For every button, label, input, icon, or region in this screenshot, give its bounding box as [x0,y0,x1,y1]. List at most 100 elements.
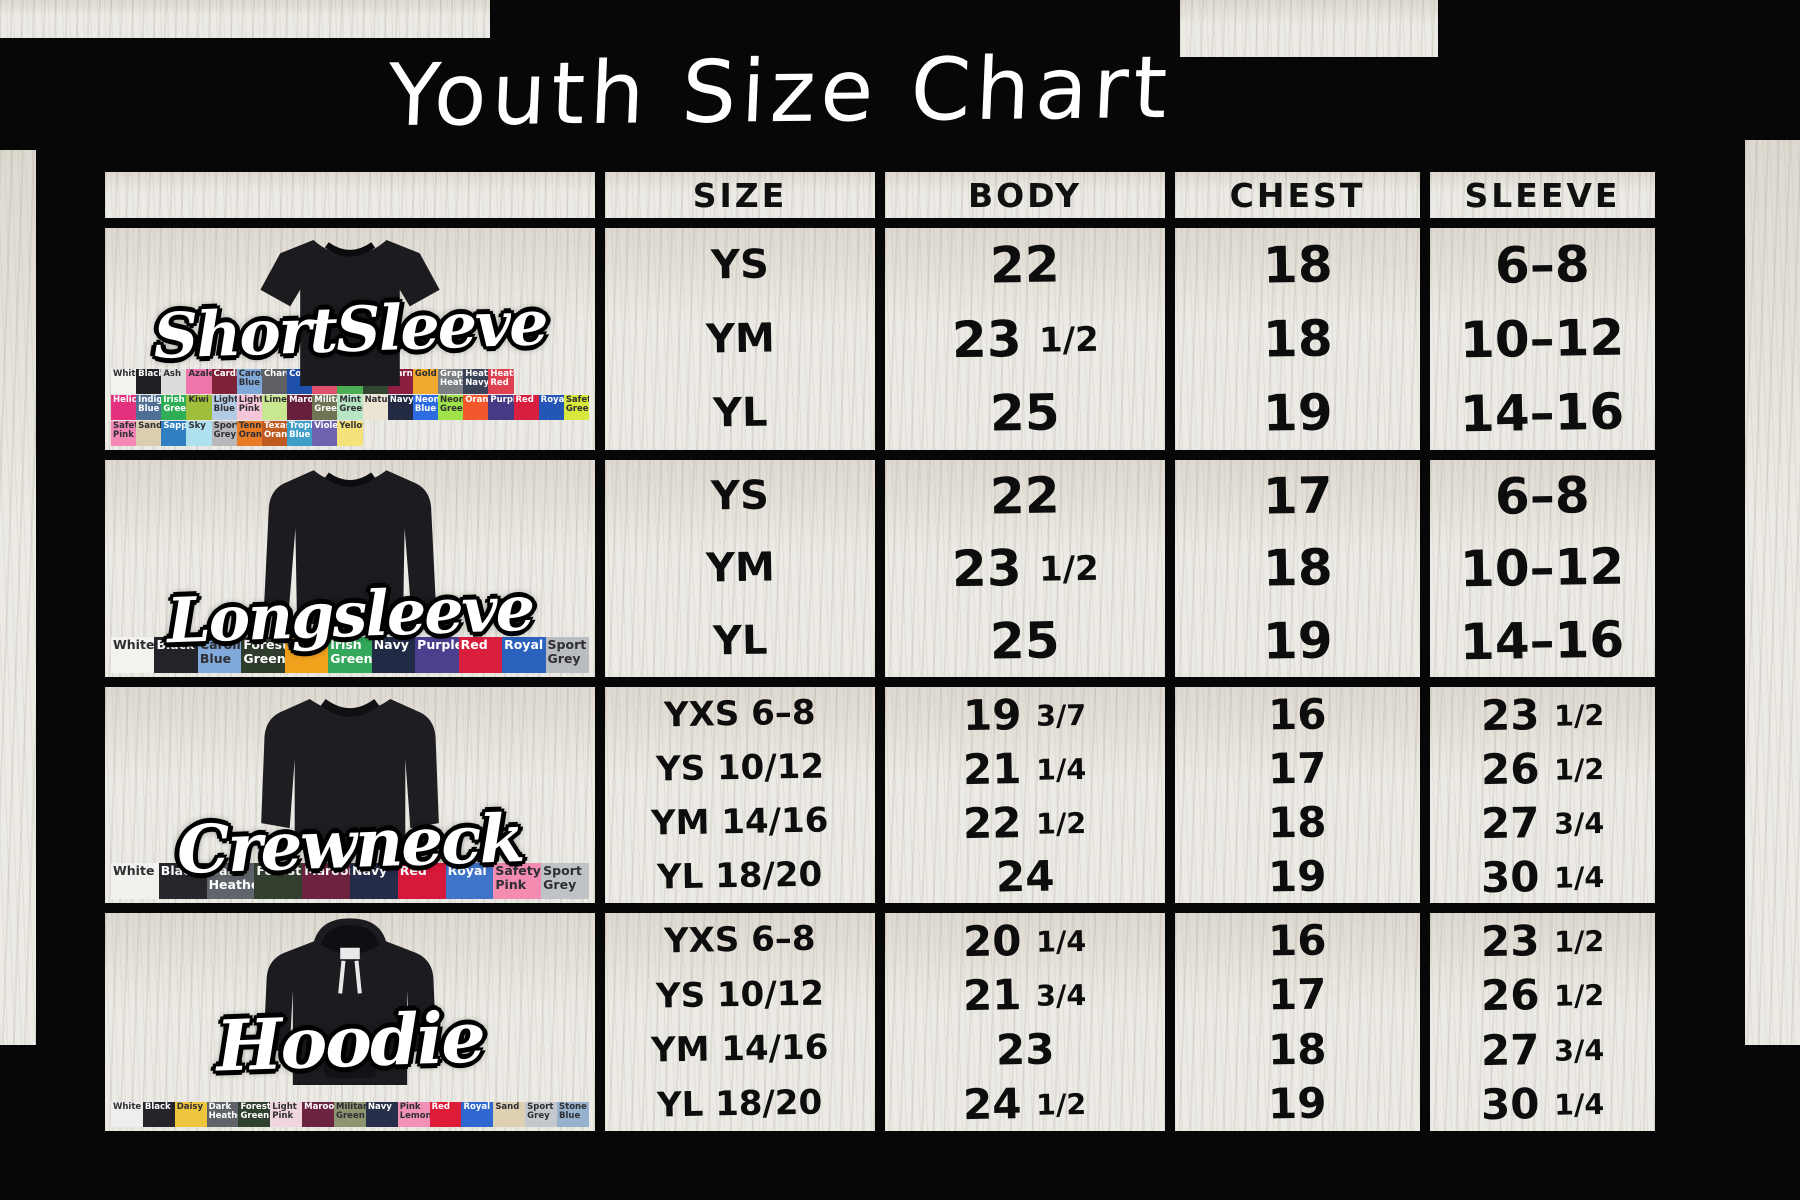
header-sleeve: SLEEVE [1430,172,1655,218]
swatch-light-pink: Light Pink [236,395,262,420]
swatch-dark-heather: Dark Heather [206,1102,239,1127]
longsleeve-body-value: 23 1/2 [951,539,1099,599]
swatch-maroon: Maroon [287,395,313,420]
hoodie-size-value: YL 18/20 [657,1082,823,1126]
header-product-spacer [105,172,595,218]
hoodie-body-value: 21 3/4 [962,970,1087,1021]
swatch-violet: Violet [312,421,338,446]
swatch-dark-heather: Dark Heather [206,863,255,899]
crewneck-chest-value: 16 [1267,688,1328,740]
hoodie-size-value: YM 14/16 [650,1027,830,1071]
swatch-sport-grey: Sport Grey [541,863,589,899]
swatch-heliconia: Heliconia [111,395,137,420]
swatch-forest-green: Forest Green [238,1102,271,1127]
swatch-azalea: Azalea [186,369,212,394]
swatch-light-blue: Light Blue [211,395,237,420]
short-sleeve-body-column: 22 23 1/2 25 [885,228,1165,450]
swatch-sport-grey: Sport Grey [525,1102,558,1127]
swatch-red: Red [513,395,539,420]
swatch-sport-grey: Sport Grey [545,637,589,673]
swatch-royal: Royal [502,637,546,673]
swatch-yellow: Yellow [337,421,363,446]
hoodie-sleeve-value: 23 1/2 [1480,915,1605,966]
short-sleeve-chest-value: 18 [1262,309,1333,369]
longsleeve-image [263,470,437,625]
swatch-red: Red [429,1102,462,1127]
longsleeve-body-value: 25 [989,611,1061,671]
swatch-graphite-heather: Graphite Heather [438,369,464,394]
swatch-purple: Purple [488,395,514,420]
fraction: 3/4 [1553,805,1605,840]
swatch-sapphire: Sapphire [161,421,187,446]
swatch-orange: Orange [463,395,489,420]
fraction: 1/2 [1038,319,1099,361]
swatch-carolina-blue: Carolina Blue [197,637,242,673]
longsleeve-chest-value: 18 [1262,538,1333,599]
swatch-black: Black [136,369,162,394]
size-table: SIZE BODY CHEST SLEEVE ShortSleeveWhiteB… [105,172,1655,1131]
swatch-purple: Purple [415,637,459,673]
fraction: 1/2 [1036,805,1087,840]
swatch-forest: Forest [254,863,303,899]
fraction: 1/4 [1553,859,1605,894]
swatch-irish-green: Irish Green [328,637,372,673]
swatch-safety-green: Safety Green [563,395,589,420]
hoodie-body-value: 20 1/4 [962,915,1087,966]
longsleeve-sleeve-value: 14–16 [1459,610,1626,672]
longsleeve-sleeve-column: 6–8 10–12 14–16 [1430,460,1655,677]
swatch-navy: Navy [349,863,398,899]
swatch-heather-navy: Heather Navy [463,369,489,394]
swatch-black: Black [158,863,207,899]
crewneck-body-value: 19 3/7 [962,689,1087,740]
swatch-white: White [111,1102,143,1127]
fraction: 1/4 [1036,923,1087,959]
swatch-row: Safety PinkSandSapphireSkySport GreyTenn… [111,421,589,446]
crewneck-sleeve-value: 26 1/2 [1480,743,1605,794]
longsleeve-size-value: YL [712,617,768,665]
swatch-lime: Lime [261,395,288,420]
longsleeve-size-value: YM [705,544,775,593]
crewneck-size-value: YS 10/12 [655,746,825,790]
swatch-black: Black [154,637,198,673]
crewneck-chest-column: 16 17 18 19 [1175,687,1420,903]
crewneck-size-column: YXS 6–8 YS 10/12 YM 14/16 YL 18/20 [605,687,875,903]
hoodie-size-value: YXS 6–8 [663,918,817,962]
crewneck-size-value: YM 14/16 [650,800,830,844]
hoodie-chest-value: 17 [1267,969,1328,1020]
fraction: 1/2 [1553,697,1605,732]
swatch-cardinal: Cardinal [211,369,237,394]
crewneck-image [261,698,439,850]
hoodie-body-value: 24 1/2 [962,1079,1087,1130]
swatch-gold: Gold [284,637,329,673]
short-sleeve-chest-column: 18 18 19 [1175,228,1420,450]
swatch-natural: Natural [362,395,388,420]
wood-patch-top-left [0,0,490,38]
hoodie-size-column: YXS 6–8 YS 10/12 YM 14/16 YL 18/20 [605,913,875,1131]
short-sleeve-body-value: 22 [989,235,1061,295]
hoodie-sleeve-column: 23 1/2 26 1/2 27 3/4 30 1/4 [1430,913,1655,1131]
fraction: 1/4 [1036,751,1087,786]
hoodie-image [263,918,437,1085]
longsleeve-chest-value: 19 [1262,611,1333,671]
crewneck-size-value: YXS 6–8 [663,692,817,736]
swatch-military-green: Military Green [312,395,338,420]
longsleeve-sleeve-value: 6–8 [1494,466,1591,526]
product-cell-short-sleeve: ShortSleeveWhiteBlackAshAzaleaCardinalCa… [105,228,595,450]
swatch-royal: Royal [445,863,494,899]
product-name-hoodie: Hoodie [214,995,486,1088]
swatch-light-pink: Light Pink [270,1102,303,1127]
crewneck-chest-value: 17 [1267,742,1328,794]
longsleeve-body-value: 22 [989,466,1061,526]
swatch-forest-green: Forest Green [241,637,285,673]
swatch-sand: Sand [136,421,162,446]
fraction: 1/2 [1553,977,1605,1013]
wood-patch-top-right [1180,0,1438,57]
swatch-stone-blue: Stone Blue [557,1102,589,1127]
